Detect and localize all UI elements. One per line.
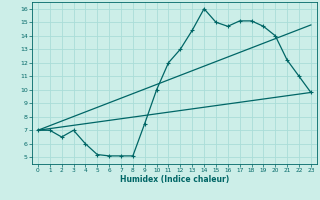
X-axis label: Humidex (Indice chaleur): Humidex (Indice chaleur) [120, 175, 229, 184]
